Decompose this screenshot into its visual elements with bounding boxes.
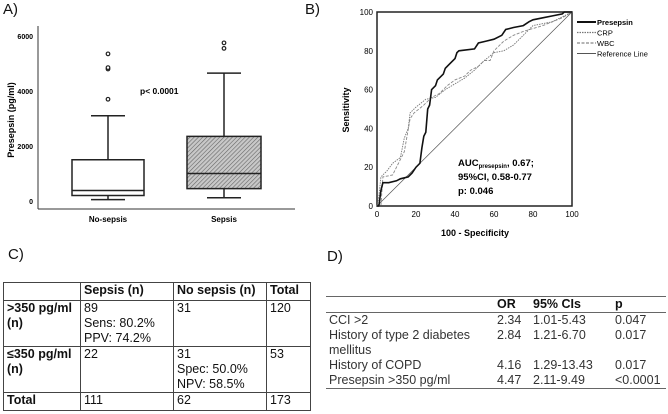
- roc-ci-annotation: 95%CI, 0.58-0.77: [458, 172, 532, 183]
- cell: 31: [173, 300, 267, 347]
- row-label: ≤350 pg/ml: [7, 347, 72, 361]
- x-tick-label: 60: [490, 210, 499, 219]
- outlier-point: [221, 45, 227, 51]
- panel-label-c: C): [8, 246, 24, 263]
- roc-y-label: Sensitivity: [341, 87, 351, 132]
- table-row-total: Total 111 62 173: [3, 392, 311, 411]
- boxplot-y-label: Presepsin (pg/ml): [6, 82, 16, 158]
- odds-ratio-table: OR 95% CIs p CCI >2 2.34 1.01-5.43 0.047 Histo…: [326, 296, 666, 389]
- x-tick-label: 20: [412, 210, 421, 219]
- cell: 22: [80, 346, 174, 393]
- cell: 0.047: [615, 313, 647, 327]
- table-row: Presepsin >350 pg/ml 4.47 2.11-9.49 <0.0001: [326, 373, 666, 389]
- cell: 62: [173, 392, 267, 411]
- cell: 0.017: [615, 358, 647, 372]
- cell: 120: [266, 300, 311, 347]
- roc-line-wbc: [377, 11, 573, 207]
- cell: 89: [84, 301, 98, 315]
- cell: 4.16: [497, 358, 522, 372]
- y-tick-label: 40: [364, 124, 373, 133]
- cell: 2.34: [497, 313, 522, 327]
- roc-line-presepsin: [377, 11, 572, 207]
- x-tick-label: 40: [451, 210, 460, 219]
- cell: 2.11-9.49: [533, 373, 585, 387]
- panel-label-d: D): [327, 248, 343, 265]
- header-cell: Sepsis (n): [80, 282, 174, 301]
- cell: 53: [266, 346, 311, 393]
- y-tick-label: 4000: [17, 89, 33, 96]
- roc-auc-annotation: AUCpresepsin, 0.67;: [458, 158, 534, 170]
- cell: 173: [266, 392, 311, 411]
- table-row: History of COPD 4.16 1.29-13.43 0.017: [326, 358, 666, 373]
- header-cell: [3, 282, 81, 301]
- cell: History of type 2 diabetes mellitus: [329, 328, 471, 357]
- outlier-point: [105, 65, 111, 71]
- cell: CCI >2: [329, 313, 369, 327]
- table-row: History of type 2 diabetes mellitus 2.84 1…: [326, 328, 666, 358]
- y-tick-label: 0: [29, 199, 33, 206]
- cell: NPV: 58.5%: [177, 377, 245, 391]
- box-sepsis: [186, 135, 262, 190]
- x-tick-label: Sepsis: [211, 215, 237, 224]
- outlier-point: [221, 40, 227, 46]
- box-no-sepsis: [71, 159, 145, 197]
- y-tick-label: 2000: [17, 144, 33, 151]
- legend-label: Reference Line: [597, 50, 648, 59]
- header-cell: Total: [266, 282, 311, 301]
- header-cell: No sepsis (n): [173, 282, 267, 301]
- header-cell: OR: [494, 296, 530, 313]
- cell: 4.47: [497, 373, 522, 387]
- cell: 1.21-6.70: [533, 328, 586, 342]
- y-tick-label: 80: [364, 47, 373, 56]
- y-tick-label: 6000: [17, 34, 33, 41]
- roc-line-crp: [376, 11, 573, 207]
- cell: PPV: 74.2%: [84, 331, 151, 345]
- header-cell: [326, 296, 494, 313]
- outlier-point: [105, 96, 111, 102]
- legend-label: WBC: [597, 39, 615, 48]
- x-tick-label: No-sepsis: [89, 215, 128, 224]
- roc-p-annotation: p: 0.046: [458, 186, 493, 197]
- header-cell: p: [612, 296, 666, 313]
- y-tick-label: 0: [369, 202, 374, 211]
- cell: 111: [80, 392, 174, 411]
- row-label: Total: [3, 392, 81, 411]
- cell: Presepsin >350 pg/ml: [329, 373, 451, 387]
- x-tick-label: 100: [565, 210, 579, 219]
- x-tick-label: 80: [529, 210, 538, 219]
- cell: History of COPD: [329, 358, 422, 372]
- table-row: >350 pg/ml (n) 89 Sens: 80.2% PPV: 74.2% 31…: [3, 300, 311, 347]
- y-tick-label: 100: [360, 8, 374, 17]
- y-tick-label: 60: [364, 86, 373, 95]
- legend-label: CRP: [597, 29, 613, 38]
- x-tick-label: 0: [375, 210, 380, 219]
- cell: 31: [177, 347, 191, 361]
- outlier-point: [105, 51, 111, 57]
- cell: 2.84: [497, 328, 522, 342]
- cell: 1.01-5.43: [533, 313, 586, 327]
- cell: 1.29-13.43: [533, 358, 593, 372]
- y-tick-label: 20: [364, 163, 373, 172]
- panel-label-b: B): [305, 1, 320, 18]
- roc-x-label: 100 - Specificity: [441, 228, 509, 238]
- boxplot-chart: 0 2000 4000 6000 No-sepsis Sepsis: [17, 26, 295, 224]
- row-label: >350 pg/ml: [7, 301, 72, 315]
- table-row: CCI >2 2.34 1.01-5.43 0.047: [326, 313, 666, 329]
- roc-line-reference-line: [376, 11, 573, 207]
- cell: 0.017: [615, 328, 647, 342]
- row-label: (n): [7, 316, 23, 330]
- legend-label: Presepsin: [597, 18, 633, 27]
- row-label: (n): [7, 362, 23, 376]
- cell: <0.0001: [615, 373, 661, 387]
- table-row: ≤350 pg/ml (n) 22 31 Spec: 50.0% NPV: 58.5%…: [3, 346, 311, 393]
- cell: Spec: 50.0%: [177, 362, 248, 376]
- header-cell: 95% CIs: [530, 296, 612, 313]
- cell: Sens: 80.2%: [84, 316, 155, 330]
- boxplot-p-value: p< 0.0001: [140, 86, 179, 96]
- contingency-table: Sepsis (n) No sepsis (n) Total >350 pg/m…: [3, 282, 311, 411]
- panel-label-a: A): [3, 1, 18, 18]
